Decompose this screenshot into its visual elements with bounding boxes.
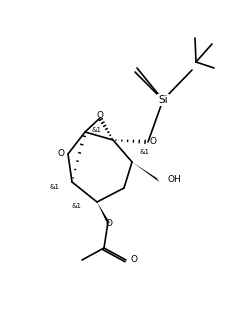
Polygon shape (97, 202, 110, 223)
Text: &1: &1 (139, 149, 149, 155)
Text: O: O (149, 136, 157, 146)
Text: O: O (97, 112, 104, 120)
Text: &1: &1 (92, 127, 102, 133)
Text: &1: &1 (72, 203, 82, 209)
Text: O: O (58, 150, 65, 158)
Text: OH: OH (168, 175, 182, 184)
Text: O: O (106, 219, 112, 229)
Text: O: O (130, 256, 137, 264)
Text: Si: Si (158, 95, 168, 105)
Text: &1: &1 (49, 184, 59, 190)
Polygon shape (132, 162, 160, 182)
